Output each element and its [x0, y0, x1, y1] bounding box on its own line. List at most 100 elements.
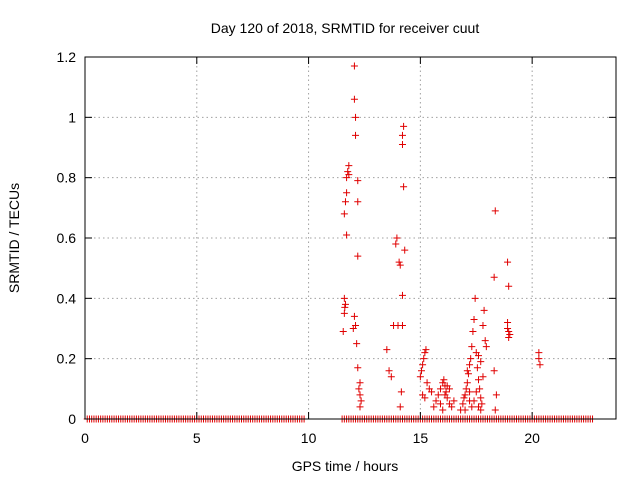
data-point: [430, 403, 438, 411]
data-point: [490, 367, 498, 375]
data-point: [398, 321, 406, 329]
data-point: [340, 309, 348, 317]
data-point: [421, 349, 429, 357]
data-point: [341, 303, 349, 311]
data-point: [505, 334, 513, 342]
data-point: [535, 349, 543, 357]
y-tick-label: 0: [68, 411, 76, 427]
data-point: [473, 364, 481, 372]
data-point: [463, 379, 471, 387]
data-point: [536, 361, 544, 369]
data-point: [354, 364, 362, 372]
data-point: [395, 258, 403, 266]
data-point: [387, 373, 395, 381]
data-point: [441, 391, 449, 399]
data-point: [504, 258, 512, 266]
data-point: [492, 391, 500, 399]
data-point: [466, 388, 474, 396]
data-point: [462, 385, 470, 393]
data-point: [385, 367, 393, 375]
data-point: [474, 376, 482, 384]
data-point: [491, 207, 499, 215]
data-point: [450, 397, 458, 405]
axis-ticks: 0 0.2 0.4 0.6 0.8 1 1.2 0 5 10 15 20: [57, 49, 616, 446]
data-point: [352, 113, 360, 121]
data-point: [504, 325, 512, 332]
data-point: [481, 337, 489, 345]
x-tick-label: 5: [193, 430, 201, 446]
data-point: [428, 388, 436, 396]
data-point: [343, 189, 351, 197]
data-point: [506, 331, 514, 339]
data-point: [482, 343, 490, 351]
y-tick-label: 0.8: [57, 170, 77, 186]
data-point: [535, 355, 543, 363]
data-point: [472, 388, 480, 396]
x-axis-label: GPS time / hours: [292, 458, 399, 474]
data-point: [350, 62, 358, 70]
data-point: [436, 385, 444, 393]
x-tick-label: 20: [524, 430, 540, 446]
data-point: [468, 403, 476, 411]
data-point: [396, 261, 404, 269]
data-point: [344, 168, 352, 176]
x-tick-label: 10: [301, 430, 317, 446]
data-point: [471, 294, 479, 302]
data-point: [383, 346, 391, 354]
grid-lines: [85, 57, 616, 419]
data-point: [354, 177, 362, 185]
data-point: [417, 367, 425, 375]
data-point: [398, 140, 406, 148]
y-tick-label: 1.2: [57, 49, 77, 65]
data-point: [479, 321, 487, 329]
data-point: [448, 403, 456, 411]
data-point: [432, 397, 440, 405]
data-point: [341, 300, 349, 308]
data-point: [480, 306, 488, 314]
data-point: [479, 373, 487, 381]
data-point: [400, 122, 408, 130]
y-tick-label: 0.6: [57, 230, 77, 246]
data-point: [505, 328, 513, 336]
data-point: [420, 355, 428, 363]
data-point: [392, 240, 400, 248]
data-point: [468, 343, 476, 351]
data-point: [350, 312, 358, 320]
data-point: [466, 361, 474, 369]
data-point: [445, 385, 453, 393]
data-point: [478, 400, 486, 408]
data-point: [421, 394, 429, 402]
data-point: [350, 95, 358, 103]
data-point: [341, 198, 349, 206]
data-point: [463, 367, 471, 375]
chart-title: Day 120 of 2018, SRMTID for receiver cuu…: [211, 20, 480, 36]
data-point: [340, 210, 348, 218]
data-point: [422, 346, 430, 354]
data-point: [423, 379, 431, 387]
data-point: [356, 379, 364, 387]
data-point: [505, 282, 513, 290]
data-point: [460, 394, 468, 402]
y-tick-label: 1: [68, 109, 76, 125]
data-point: [352, 321, 360, 329]
data-point: [356, 391, 364, 399]
data-point: [434, 391, 442, 399]
data-point: [339, 328, 347, 336]
y-axis-label: SRMTID / TECUs: [6, 183, 22, 293]
data-point: [353, 340, 361, 348]
data-point: [442, 388, 450, 396]
data-point: [354, 198, 362, 206]
data-point: [398, 131, 406, 139]
data-point: [393, 234, 401, 242]
data-point: [401, 246, 409, 254]
data-point: [357, 397, 365, 405]
data-point: [440, 376, 448, 384]
data-point: [474, 352, 482, 360]
x-tick-label: 15: [413, 430, 429, 446]
data-point: [470, 397, 478, 405]
data-point: [343, 231, 351, 239]
data-point: [398, 291, 406, 299]
data-point: [436, 400, 444, 408]
data-point: [461, 391, 469, 399]
